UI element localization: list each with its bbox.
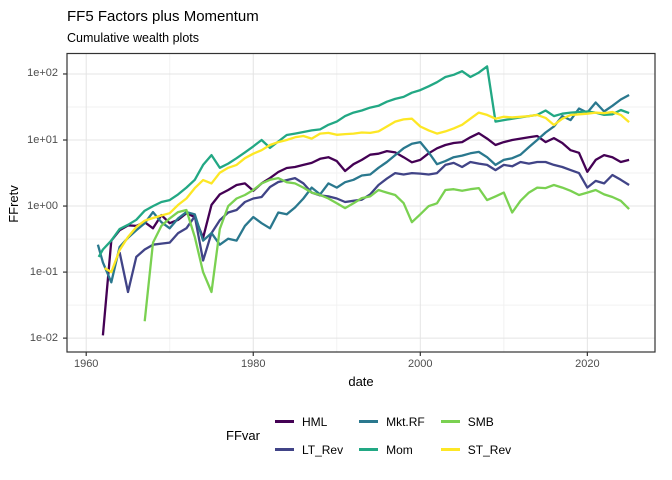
y-axis-title: FFretv (6, 185, 21, 223)
series-line-HML (101, 132, 630, 336)
legend-item-LT_Rev: LT_Rev (274, 440, 344, 459)
legend-label: HML (301, 414, 328, 429)
series-line-Mkt.RF (96, 93, 630, 284)
legend-item-SMB: SMB (440, 412, 511, 431)
y-tick-label: 1e+02 (27, 67, 58, 80)
x-axis-title: date (348, 374, 374, 389)
x-tick-label: 1960 (73, 358, 99, 370)
legend-key-icon (440, 448, 460, 451)
legend-label: LT_Rev (301, 442, 344, 457)
legend-key-icon (359, 448, 379, 451)
plot-subtitle: Cumulative wealth plots (67, 31, 200, 45)
y-tick-label: 1e-02 (29, 331, 58, 344)
legend-title: FFvar (226, 428, 260, 443)
x-tick-label: 2000 (408, 358, 433, 370)
series-line-LT_Rev (118, 160, 630, 294)
series-line-Mom (97, 65, 630, 258)
legend-key-icon (359, 420, 379, 423)
legend-key-icon (440, 420, 460, 423)
series-line-SMB (143, 176, 630, 322)
legend-item-HML: HML (274, 412, 343, 431)
y-tick-label: 1e-01 (29, 265, 58, 278)
legend-item-Mkt.RF: Mkt.RF (359, 412, 425, 431)
legend: FFvar HML LT_Rev Mkt.RF Mom SMB ST_Rev (226, 412, 511, 459)
legend-item-Mom: Mom (359, 440, 425, 459)
legend-label: Mom (386, 442, 413, 457)
x-tick-label: 2020 (575, 358, 600, 370)
legend-item-ST_Rev: ST_Rev (440, 440, 512, 459)
series-line-ST_Rev (104, 110, 630, 274)
legend-label: SMB (467, 414, 494, 429)
y-tick-label: 1e+00 (27, 199, 58, 212)
x-tick-label: 1980 (241, 358, 266, 370)
plot-title: FF5 Factors plus Momentum (67, 8, 259, 25)
legend-key-icon (274, 420, 294, 423)
y-tick-label: 1e+01 (27, 133, 58, 146)
legend-grid: HML LT_Rev Mkt.RF Mom SMB ST_Rev (274, 412, 512, 459)
legend-label: ST_Rev (467, 442, 512, 457)
legend-label: Mkt.RF (386, 414, 425, 429)
legend-key-icon (274, 448, 294, 451)
